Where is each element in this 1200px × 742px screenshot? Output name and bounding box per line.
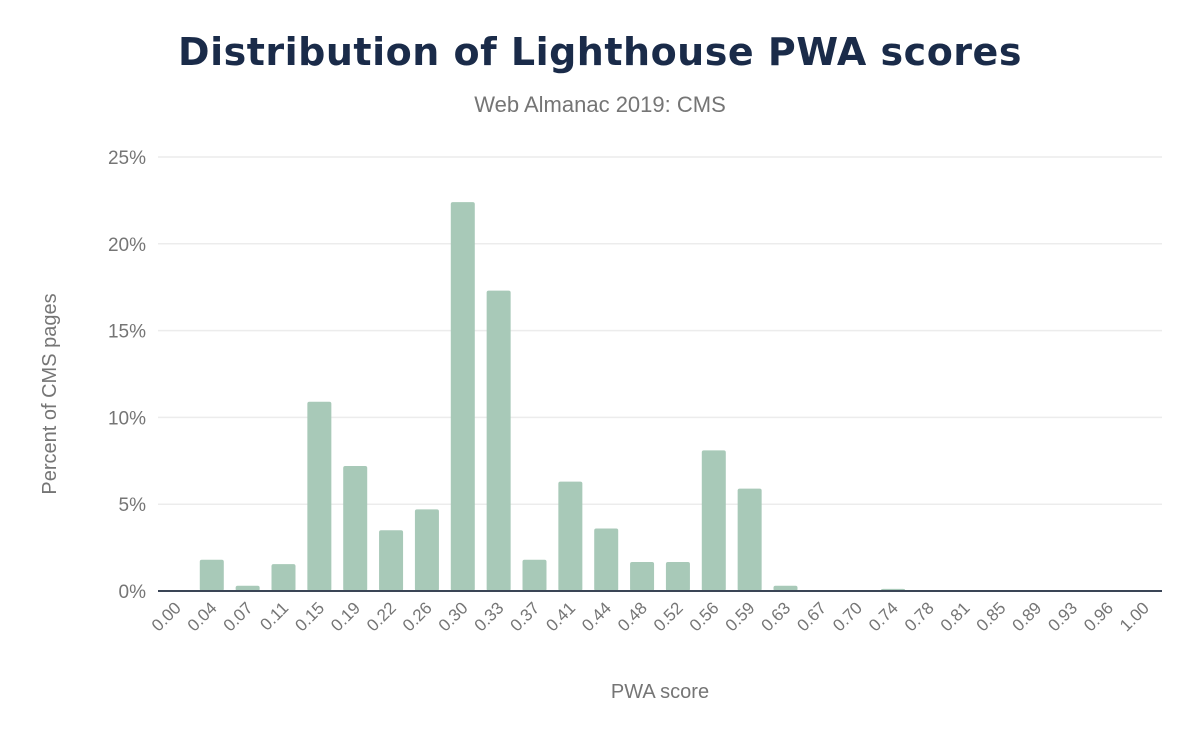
bar[interactable] — [307, 401, 332, 591]
x-tick-label: 0.48 — [614, 598, 651, 635]
x-axis-label: PWA score — [611, 681, 709, 703]
bar[interactable] — [271, 564, 296, 591]
bar[interactable] — [522, 559, 547, 591]
bar[interactable] — [701, 450, 726, 591]
x-tick-label: 0.37 — [506, 598, 543, 635]
chart-title: Distribution of Lighthouse PWA scores — [178, 30, 1022, 74]
x-tick-label: 0.00 — [148, 598, 185, 635]
bar[interactable] — [773, 585, 798, 591]
y-tick-label: 5% — [119, 495, 147, 516]
x-tick-label: 0.59 — [722, 598, 759, 635]
y-tick-label: 15% — [108, 322, 146, 343]
x-tick-label: 0.96 — [1080, 598, 1117, 635]
x-tick-label: 0.67 — [793, 598, 830, 635]
x-tick-label: 1.00 — [1116, 598, 1153, 635]
bar[interactable] — [665, 562, 690, 591]
x-tick-label: 0.26 — [399, 598, 436, 635]
x-tick-label: 0.30 — [435, 598, 472, 635]
bar[interactable] — [414, 509, 439, 591]
bar[interactable] — [486, 290, 511, 591]
y-tick-label: 25% — [108, 148, 146, 169]
bar[interactable] — [630, 562, 655, 591]
y-tick-label: 10% — [108, 408, 146, 429]
x-tick-label: 0.56 — [686, 598, 723, 635]
x-tick-label: 0.41 — [542, 598, 579, 635]
x-tick-label: 0.74 — [865, 598, 902, 635]
chart-subtitle: Web Almanac 2019: CMS — [474, 92, 726, 117]
x-tick-label: 0.07 — [220, 598, 257, 635]
x-tick-label: 0.89 — [1008, 598, 1045, 635]
bar[interactable] — [558, 481, 583, 591]
x-tick-label: 0.85 — [973, 598, 1010, 635]
x-tick-label: 0.93 — [1044, 598, 1081, 635]
x-tick-label: 0.63 — [757, 598, 794, 635]
x-tick-label: 0.19 — [327, 598, 364, 635]
bar[interactable] — [343, 466, 368, 591]
x-tick-label: 0.04 — [184, 598, 221, 635]
bar[interactable] — [199, 559, 224, 591]
x-tick-label: 0.70 — [829, 598, 866, 635]
x-tick-label: 0.78 — [901, 598, 938, 635]
x-tick-label: 0.33 — [471, 598, 508, 635]
bar[interactable] — [737, 488, 762, 591]
bar[interactable] — [379, 530, 404, 591]
bar[interactable] — [235, 585, 260, 591]
bar[interactable] — [594, 528, 619, 591]
y-tick-label: 20% — [108, 235, 146, 256]
x-tick-label: 0.44 — [578, 598, 615, 635]
bar[interactable] — [450, 202, 475, 592]
x-tick-label: 0.15 — [291, 598, 328, 635]
y-axis-label: Percent of CMS pages — [39, 293, 61, 494]
x-tick-label: 0.81 — [937, 598, 974, 635]
x-tick-label: 0.22 — [363, 598, 400, 635]
x-tick-label: 0.52 — [650, 598, 687, 635]
x-tick-label: 0.11 — [256, 598, 292, 634]
y-tick-label: 0% — [119, 582, 147, 603]
